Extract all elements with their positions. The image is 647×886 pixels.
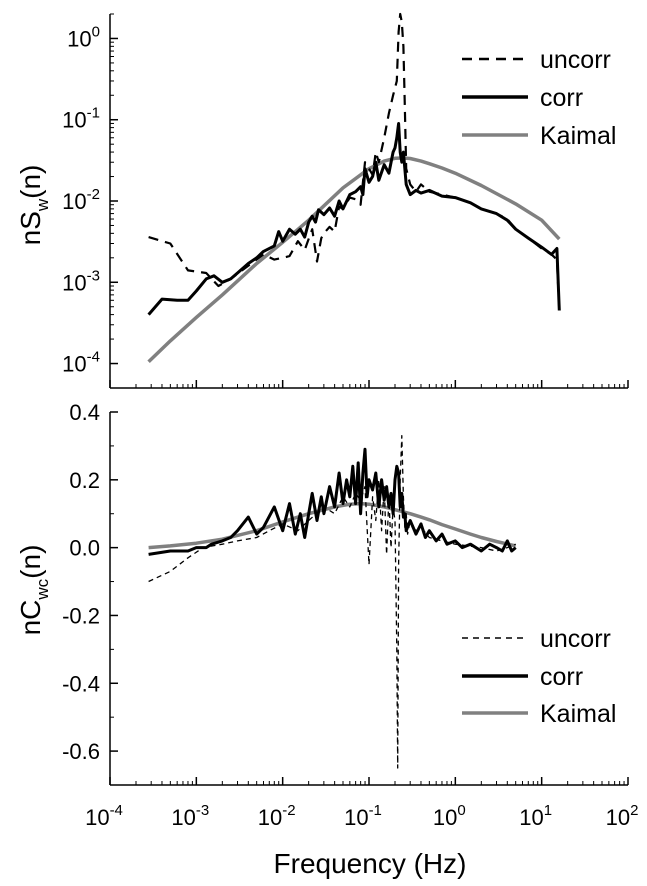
bottom-x-tick-label: 102 bbox=[606, 802, 639, 830]
bottom-legend-label-kaimal: Kaimal bbox=[540, 700, 616, 728]
top-legend-label-corr: corr bbox=[540, 84, 583, 112]
bottom-x-tick-label: 10-2 bbox=[258, 802, 296, 830]
top-y-tick-label: 10-3 bbox=[62, 267, 100, 295]
bottom-ylabel-sub: wc bbox=[33, 578, 52, 600]
bottom-series-corr bbox=[148, 447, 517, 556]
bottom-legend: uncorr corr Kaimal bbox=[462, 625, 616, 728]
top-legend: uncorr corr Kaimal bbox=[462, 46, 616, 150]
top-y-axis-title: nSw(n) bbox=[15, 165, 52, 246]
bottom-y-tick-label: -0.2 bbox=[62, 603, 100, 628]
bottom-panel: 10-4 10-3 10-2 10-1 100 101 102 0.4 0.2 0.0 -0.2 -0… bbox=[15, 400, 638, 830]
top-panel: 10-4 10-3 10-2 10-1 100 nSw(n) uncorr corr K… bbox=[15, 12, 629, 389]
bottom-x-tick-label: 101 bbox=[519, 802, 552, 830]
top-y-tick-label: 10-1 bbox=[62, 105, 100, 133]
top-y-tick-label: 10-2 bbox=[62, 186, 100, 214]
bottom-legend-label-uncorr: uncorr bbox=[540, 625, 611, 653]
top-ylabel-sub: w bbox=[33, 198, 52, 212]
bottom-ylabel-tail: (n) bbox=[15, 545, 46, 579]
x-axis-title: Frequency (Hz) bbox=[274, 848, 467, 879]
bottom-ylabel-main: nC bbox=[15, 600, 46, 636]
bottom-x-tick-label: 100 bbox=[433, 802, 466, 830]
bottom-series-kaimal bbox=[148, 501, 517, 550]
bottom-x-tick-label: 10-1 bbox=[344, 802, 382, 830]
top-series-kaimal bbox=[147, 156, 561, 364]
bottom-y-tick-label: 0.4 bbox=[69, 400, 100, 425]
top-series-layer bbox=[147, 12, 561, 364]
top-series-corr bbox=[147, 122, 561, 316]
bottom-x-tick-label: 10-4 bbox=[85, 802, 123, 830]
bottom-y-axis-title: nCwc(n) bbox=[15, 545, 52, 636]
bottom-series-layer bbox=[148, 435, 517, 769]
bottom-legend-label-corr: corr bbox=[540, 663, 583, 691]
top-y-tick-label: 10-4 bbox=[62, 349, 100, 377]
top-legend-label-uncorr: uncorr bbox=[540, 46, 611, 74]
top-ylabel-tail: (n) bbox=[15, 165, 46, 199]
top-ylabel-main: nS bbox=[15, 211, 46, 245]
bottom-y-tick-label: 0.2 bbox=[69, 468, 100, 493]
bottom-y-tick-label: -0.6 bbox=[62, 739, 100, 764]
top-y-tick-label: 100 bbox=[67, 23, 100, 51]
bottom-axes-layer: 10-4 10-3 10-2 10-1 100 101 102 0.4 0.2 0.0 -0.2 -0… bbox=[62, 400, 638, 830]
bottom-y-tick-label: -0.4 bbox=[62, 671, 100, 696]
bottom-x-tick-label: 10-3 bbox=[171, 802, 209, 830]
top-legend-label-kaimal: Kaimal bbox=[540, 122, 616, 150]
bottom-y-tick-label: 0.0 bbox=[69, 536, 100, 561]
top-axes-layer: 10-4 10-3 10-2 10-1 100 bbox=[62, 13, 629, 389]
